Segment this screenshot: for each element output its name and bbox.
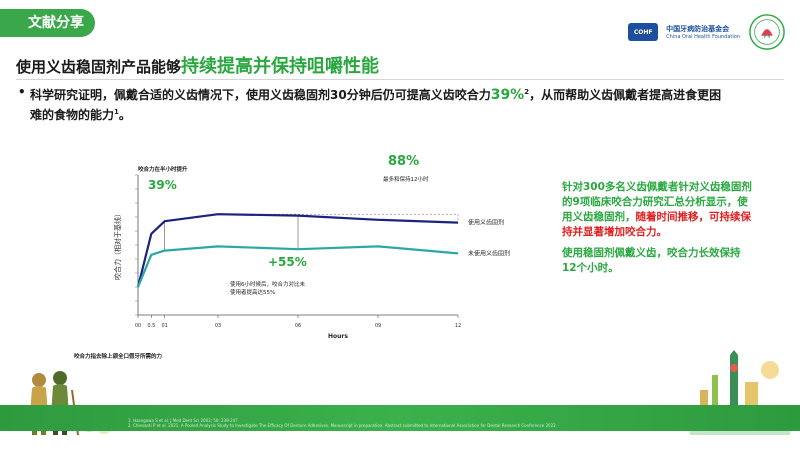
- annotation-mid-note-2: 使用者提高达55%: [230, 288, 275, 296]
- reference-1: 1. Hasegawa S et al. J Med Dent Sci 2003…: [128, 418, 238, 423]
- logos: COHF 中国牙病防治基金会 China Oral Health Foundat…: [628, 12, 786, 52]
- summary-panel: 针对300多名义齿佩戴者针对义齿稳固剂的9项临床咬合力研究汇总分析显示，使用义齿…: [562, 180, 752, 282]
- bullet-text-after: ，从而帮助义齿佩戴者提高进食更困难的食物的能力: [30, 88, 722, 122]
- page-title-highlight: 持续提高并保持咀嚼性能: [181, 56, 380, 77]
- x-tick-label: 06: [295, 323, 301, 329]
- bullet-ref-1: 1: [114, 108, 119, 116]
- annotation-mid-pct: +55%: [268, 255, 307, 269]
- page-title-prefix: 使用义齿稳固剂产品能够: [16, 58, 182, 76]
- annotation-mid-note-1: 使用6小时候后，咬合力对比未: [230, 280, 306, 288]
- bullet-ref-2: 2: [524, 88, 530, 96]
- x-axis-label: Hours: [328, 333, 348, 340]
- references: 1. Hasegawa S et al. J Med Dent Sci 2003…: [128, 418, 557, 428]
- bullet-dot: •: [18, 85, 26, 99]
- x-tick-label: 01: [161, 323, 167, 329]
- x-tick-label: 00: [135, 323, 141, 329]
- section-tag: 文献分享: [0, 9, 95, 37]
- bite-force-chart-svg: 00 0.5 01 03 06 09 12 Hours 咬合力（相对于基线） 使用义齿固剂未使用义…: [113, 154, 510, 340]
- title-divider: [16, 79, 784, 80]
- cohf-name-en: China Oral Health Foundation: [666, 34, 740, 40]
- summary-p1-red: 随着时间推移，可持续保持并显著增加咬合力。: [562, 211, 751, 238]
- research-bullet: • 科学研究证明，佩戴合适的义齿情况下，使用义齿稳固剂30分钟后仍可提高义齿咬合…: [18, 84, 730, 124]
- cohf-name-cn: 中国牙病防治基金会: [666, 25, 730, 33]
- summary-paragraph-1: 针对300多名义齿佩戴者针对义齿稳固剂的9项临床咬合力研究汇总分析显示，使用义齿…: [562, 180, 752, 240]
- chart-footnote: 咬合力指去除上颌全口假牙所需的力: [74, 354, 163, 360]
- bite-force-chart: 00 0.5 01 03 06 09 12 Hours 咬合力（相对于基线） 使用义齿固剂 未使用义…: [110, 145, 550, 345]
- bullet-text-before: 科学研究证明，佩戴合适的义齿情况下，使用义齿稳固剂30分钟后仍可提高义齿咬合力: [30, 88, 491, 102]
- series-line-1: [136, 213, 459, 288]
- reference-2: 2. Chiesanti P et al. 2021. A Pooled Ana…: [128, 423, 557, 428]
- summary-p1-green: 针对300多名义齿佩戴者针对义齿稳固剂的9项临床咬合力研究汇总分析显示，使用义齿…: [562, 181, 752, 223]
- annotation-top-pct: 88%: [388, 154, 419, 169]
- bullet-percent: 39%: [490, 87, 525, 103]
- summary-paragraph-2: 使用稳固剂佩戴义齿，咬合力长效保持12个小时。: [562, 247, 741, 274]
- annotation-top-note: 最多和保持12小时: [383, 175, 429, 183]
- series-line-2: [136, 245, 459, 288]
- bullet-end: 。: [118, 108, 131, 122]
- foundation-seal-icon: [749, 14, 785, 50]
- x-tick-label: 0.5: [147, 323, 155, 329]
- x-tick-label: 12: [455, 323, 461, 329]
- x-tick-label: 03: [215, 323, 221, 329]
- y-axis-label: 咬合力（相对于基线）: [113, 210, 122, 280]
- footer-band: [0, 405, 800, 431]
- page-title: 使用义齿稳固剂产品能够持续提高并保持咀嚼性能: [16, 52, 379, 78]
- annotation-early-pct: 39%: [148, 178, 177, 192]
- annotation-early-label: 咬合力在半小时提升: [138, 165, 188, 173]
- cohf-name: 中国牙病防治基金会 China Oral Health Foundation: [666, 24, 740, 40]
- cohf-logo: COHF: [628, 23, 659, 41]
- series-label-2: 未使用义齿固剂: [468, 249, 510, 257]
- series-label-1: 使用义齿固剂: [468, 219, 504, 227]
- x-tick-label: 09: [375, 323, 381, 329]
